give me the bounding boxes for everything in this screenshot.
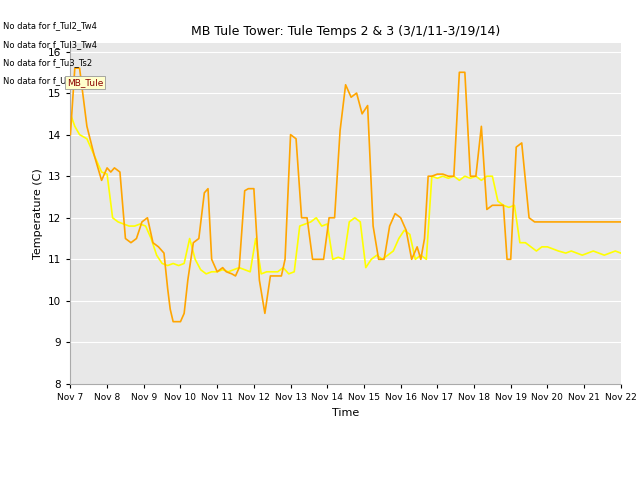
Tul2_Ts-8 [175,263,182,268]
Tul2_Ts-2 [543,219,551,225]
Text: No data for f_UMB_Ts5e: No data for f_UMB_Ts5e [3,76,102,85]
Tul2_Ts-8 [197,267,205,273]
Tul2_Ts-8 [617,250,625,256]
Y-axis label: Temperature (C): Temperature (C) [33,168,43,259]
Tul2_Ts-8 [202,271,210,277]
Tul2_Ts-2 [439,171,447,177]
Tul2_Ts-8 [579,252,586,258]
Text: No data for f_Tul2_Tw4: No data for f_Tul2_Tw4 [3,22,97,31]
X-axis label: Time: Time [332,408,359,418]
Tul2_Ts-2 [386,223,394,229]
Tul2_Ts-2 [420,236,428,241]
Title: MB Tule Tower: Tule Temps 2 & 3 (3/1/11-3/19/14): MB Tule Tower: Tule Temps 2 & 3 (3/1/11-… [191,25,500,38]
Line: Tul2_Ts-2: Tul2_Ts-2 [70,68,621,322]
Text: MB_Tule: MB_Tule [67,78,104,87]
Tul2_Ts-2 [67,132,74,137]
Line: Tul2_Ts-8: Tul2_Ts-8 [70,114,621,274]
Tul2_Ts-8 [401,228,408,233]
Tul2_Ts-2 [170,319,177,324]
Tul2_Ts-8 [595,250,603,256]
Text: No data for f_Tul3_Tw4: No data for f_Tul3_Tw4 [3,40,97,49]
Text: No data for f_Tu3_Ts2: No data for f_Tu3_Ts2 [3,58,92,67]
Tul2_Ts-2 [90,153,98,158]
Tul2_Ts-2 [71,65,79,71]
Tul2_Ts-2 [617,219,625,225]
Tul2_Ts-8 [67,111,74,117]
Tul2_Ts-8 [356,219,364,225]
Tul2_Ts-2 [391,211,399,216]
